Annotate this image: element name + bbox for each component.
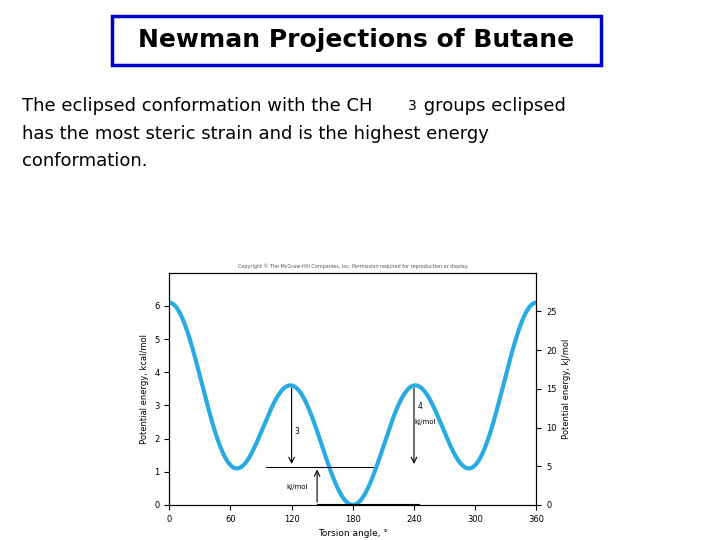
FancyBboxPatch shape (112, 16, 601, 65)
Y-axis label: Potential energy, kcal/mol: Potential energy, kcal/mol (140, 334, 148, 444)
Y-axis label: Potential energy, kJ/mol: Potential energy, kJ/mol (562, 339, 571, 439)
Text: conformation.: conformation. (22, 152, 147, 170)
Text: kJ/mol: kJ/mol (287, 484, 308, 490)
Text: kJ/mol: kJ/mol (414, 419, 436, 425)
Text: has the most steric strain and is the highest energy: has the most steric strain and is the hi… (22, 125, 488, 143)
Text: 3: 3 (408, 99, 417, 113)
Text: Newman Projections of Butane: Newman Projections of Butane (138, 29, 575, 52)
Text: Copyright © The McGraw-Hill Companies, Inc. Permission required for reproduction: Copyright © The McGraw-Hill Companies, I… (238, 264, 468, 269)
X-axis label: Torsion angle, °: Torsion angle, ° (318, 529, 388, 538)
Text: 4: 4 (418, 402, 423, 411)
Text: groups eclipsed: groups eclipsed (418, 97, 565, 115)
Text: The eclipsed conformation with the CH: The eclipsed conformation with the CH (22, 97, 372, 115)
Text: 3: 3 (294, 428, 300, 436)
